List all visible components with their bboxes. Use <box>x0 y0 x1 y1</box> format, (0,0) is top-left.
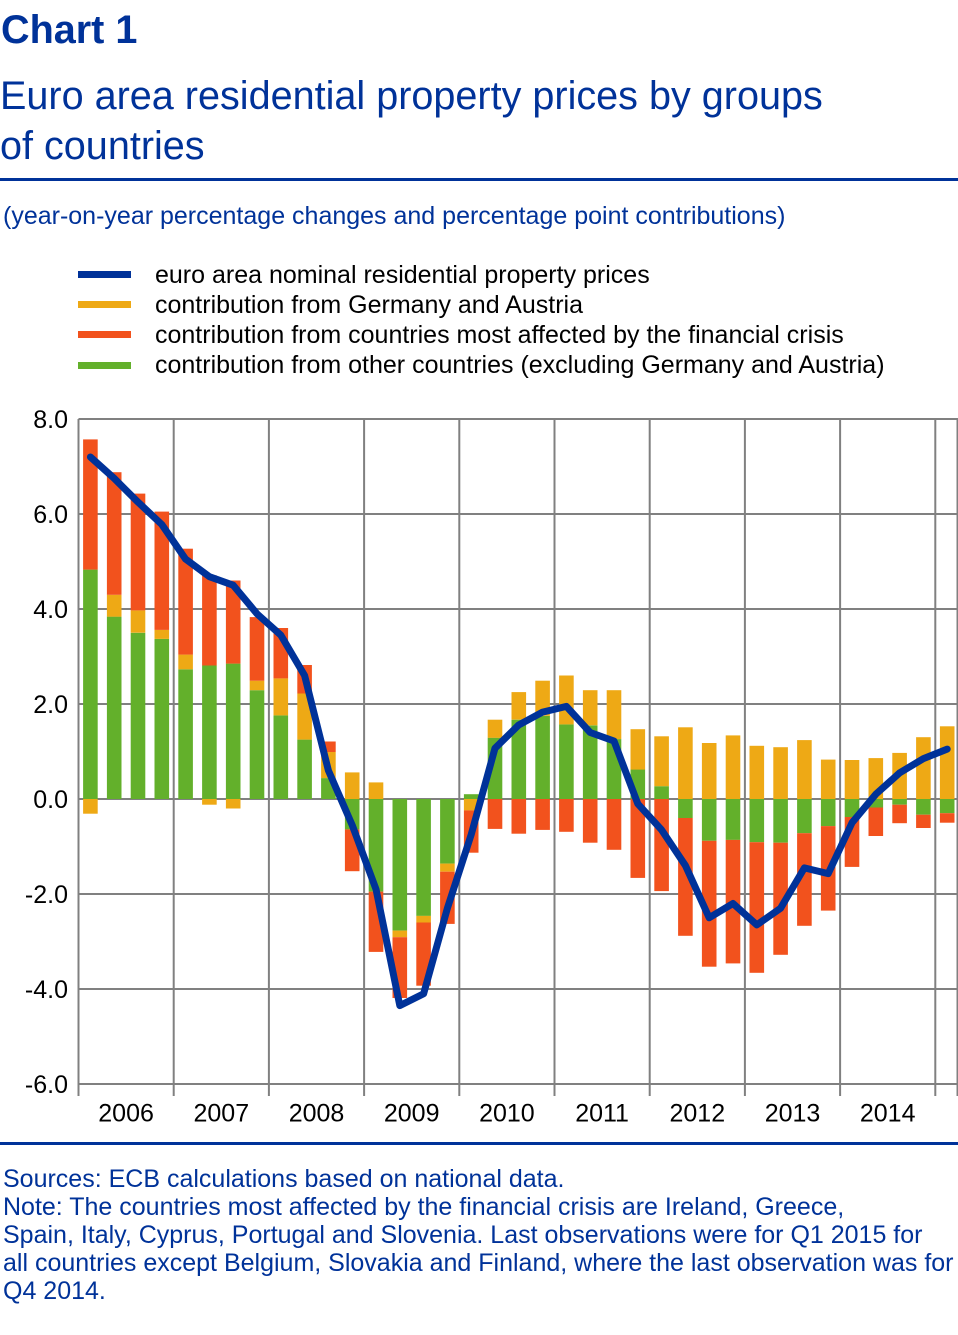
svg-text:2006: 2006 <box>98 1100 154 1128</box>
svg-text:-2.0: -2.0 <box>25 881 68 909</box>
svg-text:4.0: 4.0 <box>33 596 68 624</box>
svg-text:2010: 2010 <box>479 1100 535 1128</box>
svg-text:8.0: 8.0 <box>33 406 68 434</box>
svg-text:2012: 2012 <box>669 1100 725 1128</box>
svg-text:2014: 2014 <box>860 1100 916 1128</box>
svg-text:0.0: 0.0 <box>33 786 68 814</box>
svg-text:2009: 2009 <box>384 1100 440 1128</box>
svg-text:2013: 2013 <box>765 1100 821 1128</box>
svg-text:-6.0: -6.0 <box>25 1071 68 1099</box>
svg-text:2.0: 2.0 <box>33 691 68 719</box>
svg-text:2008: 2008 <box>289 1100 345 1128</box>
svg-text:2007: 2007 <box>193 1100 249 1128</box>
svg-text:2011: 2011 <box>575 1100 629 1128</box>
svg-text:6.0: 6.0 <box>33 501 68 529</box>
svg-text:-4.0: -4.0 <box>25 976 68 1004</box>
